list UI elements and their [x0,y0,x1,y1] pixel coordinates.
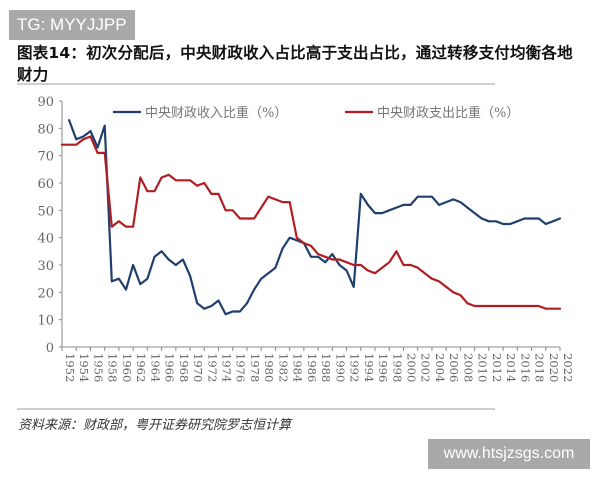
title-line-2: 财力 [17,66,49,84]
y-tick-label: 90 [37,95,54,110]
x-tick-label: 1956 [91,353,105,382]
x-tick-label: 1962 [134,353,148,382]
y-tick-label: 80 [37,122,54,137]
y-axis: 0 10 20 30 40 50 60 70 80 90 [37,95,63,356]
x-tick-label: 1952 [63,353,77,382]
x-tick-label: 2010 [476,353,490,382]
line-chart: 0 10 20 30 40 50 60 70 80 90 1952 1954 1956 1958 1960… [37,95,575,382]
y-tick-label: 70 [37,150,54,165]
x-tick-label: 1958 [106,353,120,382]
y-tick-label: 30 [37,259,54,274]
y-tick-label: 10 [37,314,54,329]
x-tick-label: 2006 [447,353,461,382]
x-tick-label: 1986 [305,353,319,382]
x-tick-label: 2008 [461,353,475,382]
x-tick-label: 2002 [419,353,433,382]
x-tick-label: 1970 [191,353,205,382]
x-tick-label: 1978 [248,353,262,382]
x-tick-label: 1968 [177,353,191,382]
x-tick-label: 1998 [390,353,404,382]
x-tick-label: 1982 [276,353,290,382]
x-tick-label: 2018 [533,353,547,382]
x-tick-label: 1972 [205,353,219,382]
x-tick-label: 1984 [291,353,305,382]
figure-title: 图表14：初次分配后，中央财政收入占比高于支出占比，通过转移支付均衡各地 财力 [17,42,577,86]
y-tick-label: 40 [37,232,54,247]
source-note: 资料来源：财政部，粤开证券研究院罗志恒计算 [18,418,292,433]
x-tick-label: 2016 [518,353,532,382]
x-tick-label: 2012 [490,353,504,382]
x-tick-label: 2020 [547,353,561,382]
x-tick-label: 1988 [319,353,333,382]
legend-label: 中央财政收入比重（%） [145,105,287,121]
watermark-bottom: www.htsjzsgs.com [428,439,590,469]
x-tick-label: 1966 [163,353,177,382]
series-lines [60,119,562,316]
x-tick-label: 1990 [333,353,347,382]
x-tick-label: 1996 [376,353,390,382]
y-tick-label: 20 [37,286,54,301]
watermark-top: TG: MYYJJPP [9,10,135,40]
legend-label: 中央财政支出比重（%） [377,105,519,121]
y-tick-label: 0 [46,341,54,356]
x-axis: 1952 1954 1956 1958 1960 1962 1964 1966 1968 1970… [61,346,575,382]
legend: 中央财政收入比重（%） 中央财政支出比重（%） [113,105,519,121]
x-tick-label: 1976 [234,353,248,382]
revenue-share-line [68,119,562,316]
x-tick-label: 1992 [348,353,362,382]
x-tick-label: 1980 [262,353,276,382]
x-tick-label: 1960 [120,353,134,382]
expenditure-share-line [60,135,562,310]
x-tick-label: 2000 [404,353,418,382]
title-line-1: 图表14：初次分配后，中央财政收入占比高于支出占比，通过转移支付均衡各地 [17,44,573,62]
x-tick-label: 1964 [148,353,162,382]
x-tick-label: 1954 [77,353,91,382]
x-tick-label: 1994 [362,353,376,382]
x-tick-label: 2004 [433,353,447,382]
x-tick-label: 1974 [220,353,234,382]
y-tick-label: 50 [37,204,54,219]
source-divider [17,408,495,410]
y-tick-label: 60 [37,177,54,192]
x-tick-label: 2014 [504,353,518,382]
x-tick-label: 2022 [561,353,575,382]
title-divider [17,83,495,85]
